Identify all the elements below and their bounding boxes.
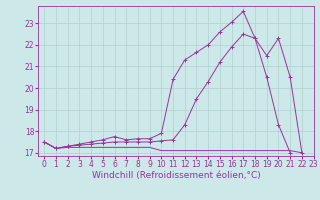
X-axis label: Windchill (Refroidissement éolien,°C): Windchill (Refroidissement éolien,°C): [92, 171, 260, 180]
